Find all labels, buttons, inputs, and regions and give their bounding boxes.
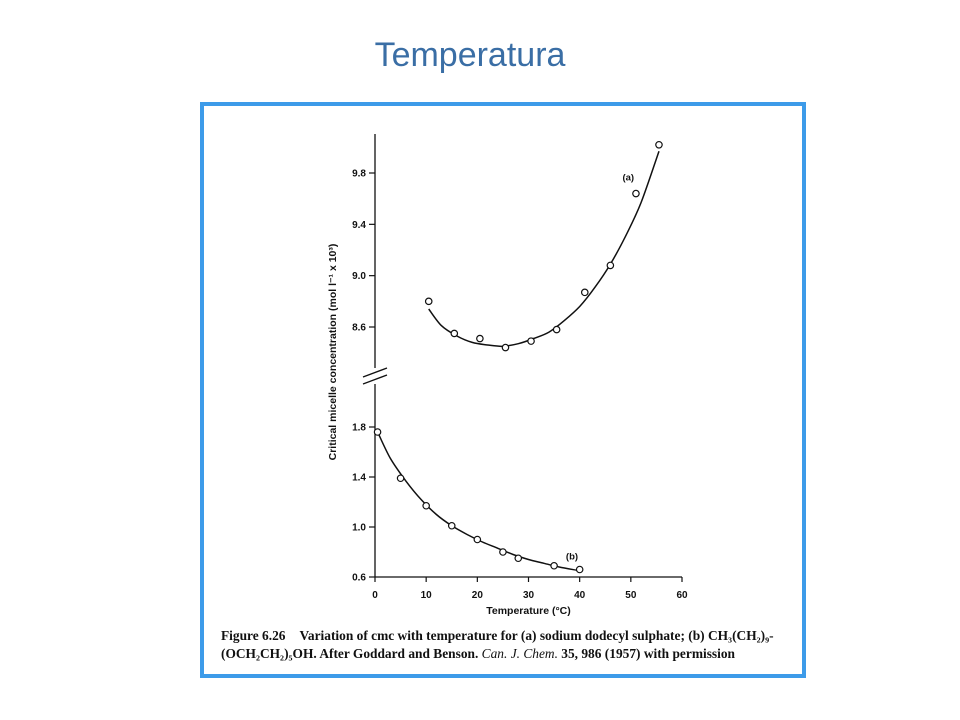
caption-figure-label: Figure 6.26	[221, 628, 286, 643]
caption-journal: Can. J. Chem.	[481, 646, 558, 661]
data-point-a	[424, 297, 433, 306]
x-tick-label: 50	[625, 590, 637, 601]
y-tick-label-lower: 1.4	[352, 473, 366, 484]
data-point-a	[476, 334, 484, 343]
y-tick-label-upper: 9.0	[352, 271, 366, 282]
axis-break-mark	[362, 374, 388, 385]
y-tick-label-lower: 0.6	[352, 573, 366, 584]
x-tick-label: 0	[372, 590, 378, 601]
series-label-b: (b)	[566, 552, 578, 563]
caption-text-2b: 35, 986 (1957) with permission	[557, 646, 735, 661]
x-tick-label: 40	[574, 590, 586, 601]
cmc-chart: 8.6 9.0 9.4 9.8 0.6 1.0 1.4 1.8 0 10 20 30 40 50 60 Tem…	[327, 134, 688, 617]
y-tick-label-upper: 9.8	[352, 169, 366, 180]
y-tick-label-upper: 9.4	[352, 220, 366, 231]
series-curve-a	[428, 150, 660, 348]
data-point-a	[655, 140, 663, 149]
data-point-b	[473, 535, 482, 544]
x-tick-label: 60	[676, 590, 688, 601]
data-point-b	[499, 548, 507, 556]
data-point-a	[450, 329, 459, 338]
caption-line-1: Figure 6.26 Variation of cmc with tempera…	[221, 627, 796, 645]
x-tick-label: 20	[472, 590, 484, 601]
y-tick-label-lower: 1.0	[352, 523, 366, 534]
caption-text-2a: (OCH₂CH₂)₅OH. After Goddard and Benson.	[221, 646, 482, 661]
data-point-b	[575, 565, 584, 574]
series-curve-b	[376, 431, 580, 572]
data-point-a	[552, 325, 561, 334]
caption-line-2: (OCH₂CH₂)₅OH. After Goddard and Benson. …	[221, 645, 796, 663]
data-point-a	[527, 337, 535, 345]
data-point-b	[396, 474, 405, 483]
figure-caption: Figure 6.26 Variation of cmc with tempera…	[221, 627, 796, 663]
data-point-b	[550, 561, 558, 570]
data-point-b	[447, 521, 456, 530]
data-point-a	[632, 189, 640, 198]
data-point-b	[422, 501, 430, 510]
figure-frame: 8.6 9.0 9.4 9.8 0.6 1.0 1.4 1.8 0 10 20 30 40 50 60 Tem…	[200, 102, 806, 678]
data-point-b	[514, 554, 523, 563]
data-point-a	[580, 288, 589, 297]
caption-text-1: Variation of cmc with temperature for (a…	[299, 628, 774, 643]
y-axis-title: Critical micelle concentration (mol l⁻¹ …	[327, 244, 339, 461]
x-tick-label: 30	[523, 590, 535, 601]
data-point-a	[501, 343, 510, 352]
x-axis-title: Temperature (°C)	[486, 605, 571, 617]
y-tick-label-lower: 1.8	[352, 423, 366, 434]
x-tick-label: 10	[421, 590, 433, 601]
slide-title: Temperatura	[374, 36, 566, 74]
axis-break-mark	[362, 367, 388, 378]
data-point-b	[373, 428, 382, 436]
y-tick-label-upper: 8.6	[352, 323, 366, 334]
series-label-a: (a)	[622, 173, 634, 184]
data-point-a	[606, 261, 615, 270]
